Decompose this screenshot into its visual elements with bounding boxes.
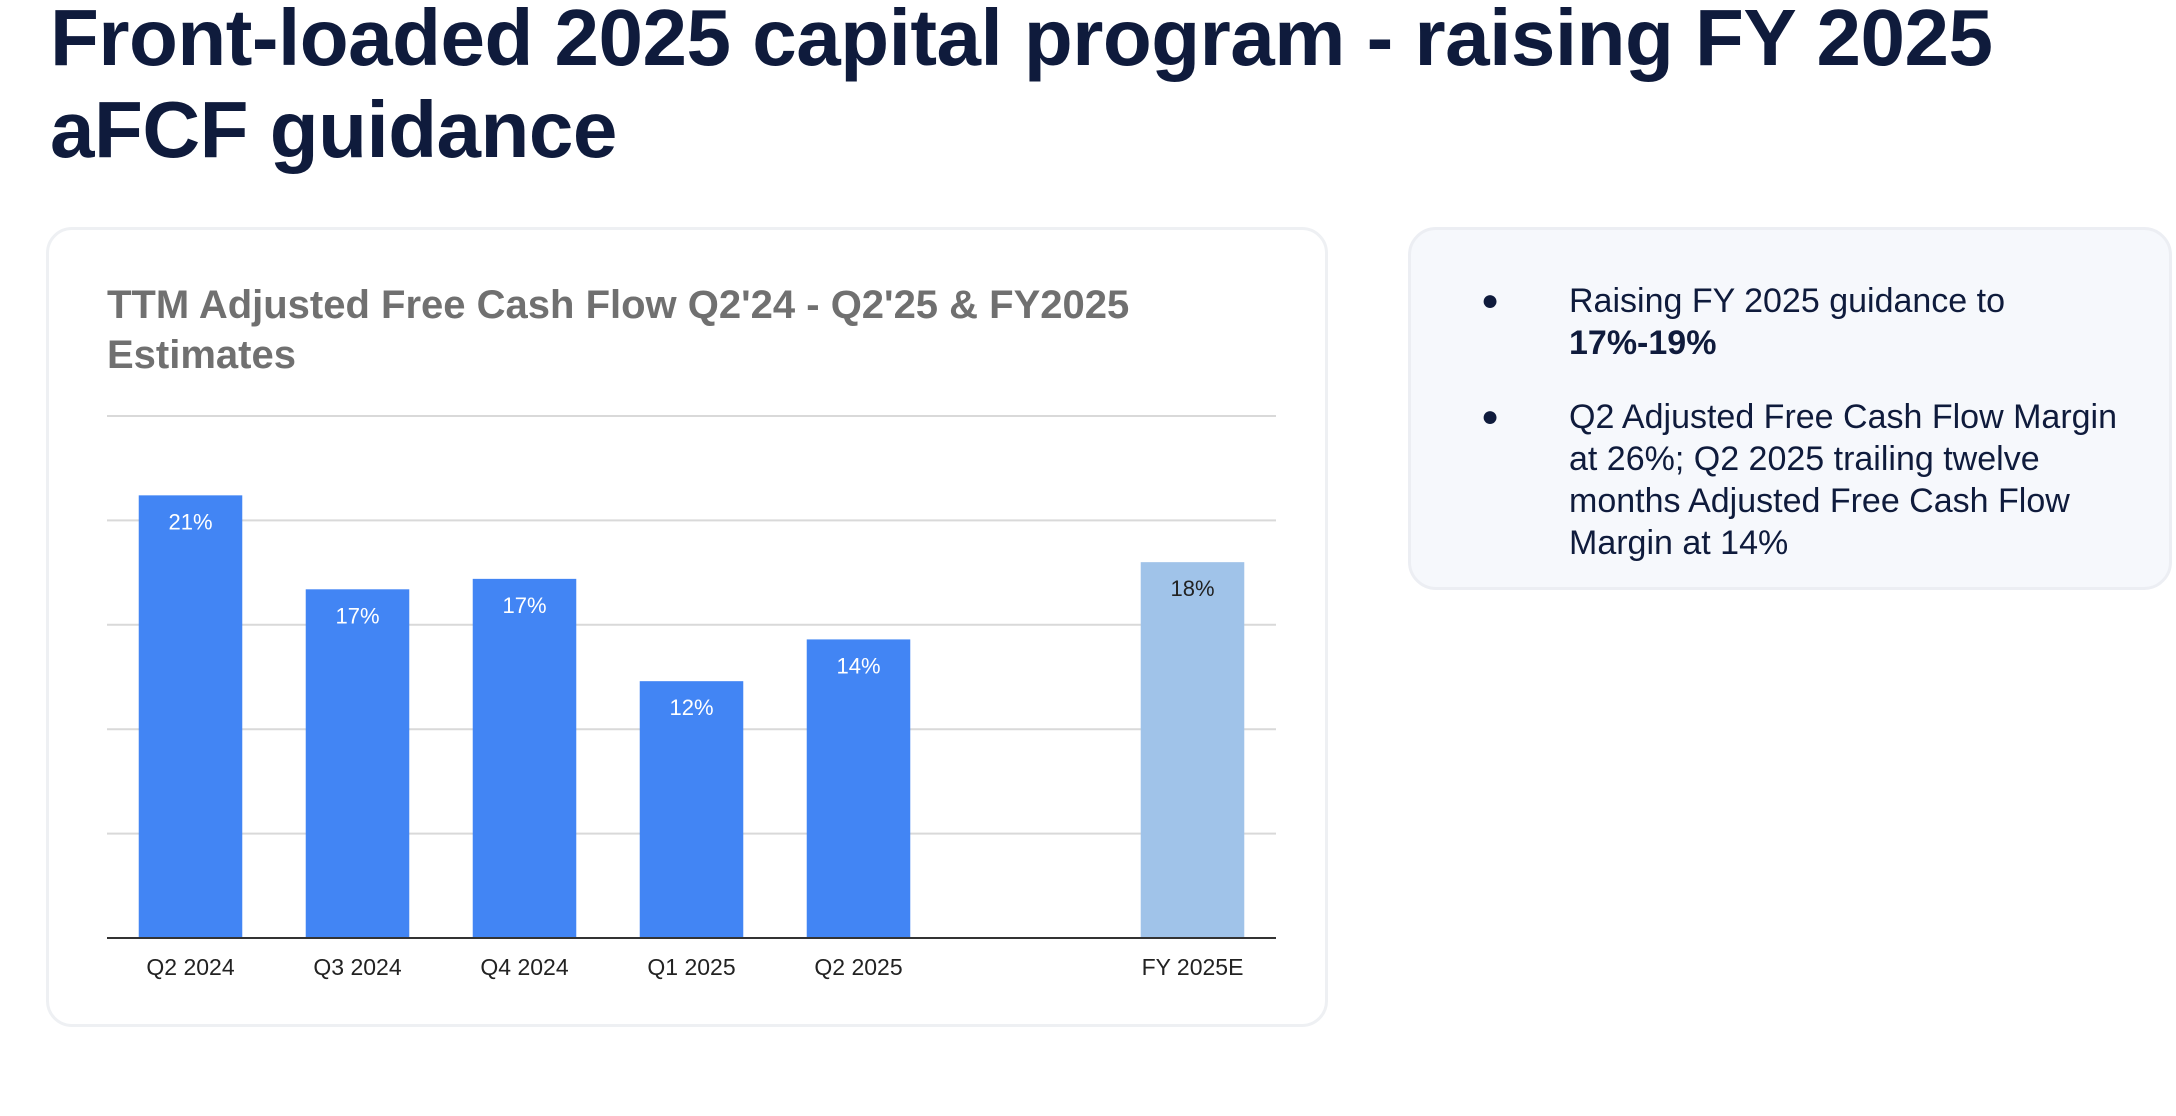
data-label: 12% xyxy=(669,695,713,720)
data-label: 17% xyxy=(335,603,379,628)
bar xyxy=(639,681,744,938)
data-label: 21% xyxy=(168,509,212,534)
bar xyxy=(305,589,410,938)
x-tick-label: Q1 2025 xyxy=(647,954,735,980)
bullet-dot-icon: ● xyxy=(1481,284,1500,317)
bar xyxy=(138,495,243,938)
data-label: 14% xyxy=(836,653,880,678)
bullet-text: Raising FY 2025 guidance to xyxy=(1569,282,2006,320)
bullet-item-margin: ● Q2 Adjusted Free Cash Flow Margin at 2… xyxy=(1451,396,2151,564)
bar xyxy=(1140,562,1245,938)
data-label: 18% xyxy=(1170,576,1214,601)
bar-chart: 21% Q2 2024 17% Q3 2024 17% Q4 2024 12% Q1 2025… xyxy=(107,415,1276,980)
x-tick-label: Q4 2024 xyxy=(480,954,568,980)
bullet-text: Q2 Adjusted Free Cash Flow Margin at 26%… xyxy=(1569,398,2118,562)
bullet-item-guidance: ● Raising FY 2025 guidance to 17%-19% xyxy=(1451,280,2151,364)
bar xyxy=(806,639,911,938)
bullet-dot-icon: ● xyxy=(1481,400,1500,433)
info-card: ● Raising FY 2025 guidance to 17%-19% ● … xyxy=(1408,227,2172,590)
x-tick-label: Q2 2025 xyxy=(814,954,902,980)
guidance-range: 17%-19% xyxy=(1569,324,1717,362)
x-tick-label: Q3 2024 xyxy=(313,954,401,980)
data-label: 17% xyxy=(502,593,546,618)
bullet-list: ● Raising FY 2025 guidance to 17%-19% ● … xyxy=(1451,280,2151,596)
page-title: Front-loaded 2025 capital program - rais… xyxy=(50,0,1993,174)
chart-card: TTM Adjusted Free Cash Flow Q2'24 - Q2'2… xyxy=(46,227,1328,1027)
bar xyxy=(472,578,577,938)
x-tick-label: Q2 2024 xyxy=(146,954,234,980)
x-tick-label: FY 2025E xyxy=(1142,954,1244,980)
chart-title: TTM Adjusted Free Cash Flow Q2'24 - Q2'2… xyxy=(107,283,1130,377)
